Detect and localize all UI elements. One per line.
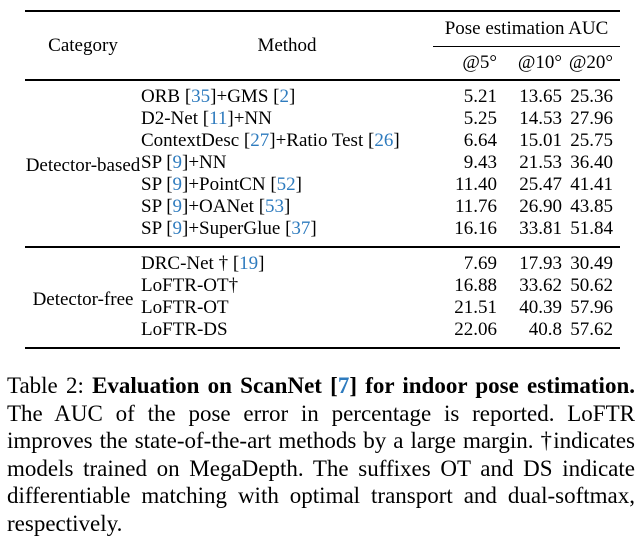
value-cell: 26.90	[519, 196, 562, 217]
value-cell: 16.16	[454, 218, 497, 239]
header-row-top: Category Method Pose estimation AUC	[25, 11, 621, 56]
table-row: LoFTR-OT 21.51 40.39 57.96	[25, 297, 620, 319]
value-cell: 21.53	[519, 152, 562, 173]
table-row: LoFTR-OT† 16.88 33.62 50.62	[25, 275, 620, 297]
value-cell: 15.01	[519, 130, 562, 151]
method-cell: DRC-Net † [19]	[141, 253, 265, 274]
method-cell: ORB [35]+GMS [2]	[141, 86, 296, 107]
method-cell: LoFTR-DS	[141, 319, 228, 340]
value-cell: 25.75	[570, 130, 614, 151]
citation-link[interactable]: 27	[250, 130, 270, 151]
table-row: ContextDesc [27]+Ratio Test [26] 6.64 15.0…	[25, 130, 620, 152]
table-row: SP [9]+OANet [53] 11.76 26.90 43.85	[25, 196, 620, 218]
citation-link[interactable]: 35	[191, 86, 211, 107]
col-header-category: Category	[48, 34, 118, 56]
table-row: SP [9]+NN 9.43 21.53 36.40	[25, 152, 620, 174]
value-cell: 57.62	[570, 319, 614, 340]
citation-link[interactable]: 9	[172, 196, 183, 217]
col-header-auc-10deg: @10°	[517, 52, 562, 73]
value-cell: 9.43	[463, 152, 497, 173]
table-row: Detector-based ORB [35]+GMS [2] 5.21 13.65 2…	[25, 80, 620, 176]
col-header-auc-20deg: @20°	[568, 52, 614, 73]
value-cell: 33.81	[519, 218, 562, 239]
table-group: Detector-free DRC-Net † [19] 7.69 17.93 30.4…	[25, 247, 621, 348]
citation-link[interactable]: 37	[291, 218, 311, 239]
table-caption: Table 2: Evaluation on ScanNet [7] for i…	[7, 372, 635, 537]
value-cell: 40.8	[528, 319, 562, 340]
value-cell: 33.62	[519, 275, 562, 296]
table-row: Detector-free DRC-Net † [19] 7.69 17.93 30.4…	[25, 247, 620, 310]
table-row: LoFTR-DS 22.06 40.8 57.62	[25, 319, 620, 348]
value-cell: 30.49	[570, 253, 614, 274]
citation-link[interactable]: 2	[279, 86, 289, 107]
value-cell: 21.51	[454, 297, 497, 318]
table-row: SP [9]+SuperGlue [37] 16.16 33.81 51.84	[25, 218, 620, 247]
citation-link[interactable]: 7	[337, 373, 350, 398]
col-header-pose-estimation-auc: Pose estimation AUC	[433, 11, 621, 47]
col-header-auc-5deg: @5°	[462, 52, 497, 73]
results-table: Category Method Pose estimation AUC @5° …	[25, 10, 621, 349]
category-cell: Detector-based	[25, 155, 141, 176]
citation-link[interactable]: 11	[209, 108, 228, 129]
value-cell: 25.36	[570, 86, 614, 107]
citation-link[interactable]: 19	[239, 253, 259, 274]
col-header-method: Method	[257, 34, 317, 56]
value-cell: 41.41	[570, 174, 614, 195]
value-cell: 6.64	[463, 130, 497, 151]
value-cell: 13.65	[519, 86, 562, 107]
method-cell: D2-Net [11]+NN	[141, 108, 272, 129]
caption-text: ] for indoor pose estimation.	[349, 373, 635, 398]
caption-text: Evaluation on ScanNet [	[92, 373, 338, 398]
citation-link[interactable]: 26	[374, 130, 394, 151]
value-cell: 40.39	[519, 297, 562, 318]
value-cell: 5.25	[463, 108, 497, 129]
value-cell: 36.40	[570, 152, 614, 173]
table-group: Detector-based ORB [35]+GMS [2] 5.21 13.65 2…	[25, 80, 620, 247]
value-cell: 27.96	[570, 108, 614, 129]
method-cell: SP [9]+NN	[141, 152, 227, 173]
category-cell: Detector-free	[32, 289, 134, 310]
table-header: Category Method Pose estimation AUC @5° …	[25, 11, 621, 81]
caption-text: Table 2:	[7, 373, 93, 398]
method-cell: ContextDesc [27]+Ratio Test [26]	[141, 130, 400, 151]
citation-link[interactable]: 53	[265, 196, 285, 217]
citation-link[interactable]: 9	[172, 218, 183, 239]
caption-text: The AUC of the pose error in percentage …	[7, 400, 635, 536]
value-cell: 5.21	[463, 86, 497, 107]
method-cell: SP [9]+PointCN [52]	[141, 174, 302, 195]
citation-link[interactable]: 9	[172, 174, 183, 195]
value-cell: 43.85	[570, 196, 614, 217]
value-cell: 51.84	[570, 218, 614, 239]
value-cell: 11.76	[454, 196, 497, 217]
citation-link[interactable]: 52	[276, 174, 296, 195]
citation-link[interactable]: 9	[172, 152, 183, 173]
value-cell: 7.69	[463, 253, 497, 274]
value-cell: 25.47	[519, 174, 562, 195]
value-cell: 57.96	[570, 297, 614, 318]
value-cell: 50.62	[570, 275, 614, 296]
method-cell: SP [9]+SuperGlue [37]	[141, 218, 317, 239]
value-cell: 11.40	[454, 174, 497, 195]
value-cell: 14.53	[519, 108, 562, 129]
method-cell: LoFTR-OT	[141, 297, 229, 318]
method-cell: SP [9]+OANet [53]	[141, 196, 291, 217]
value-cell: 16.88	[454, 275, 497, 296]
table-row: D2-Net [11]+NN 5.25 14.53 27.96	[25, 108, 620, 130]
header-row-thresholds: @5° @10° @20°	[25, 47, 620, 81]
method-cell: LoFTR-OT†	[141, 275, 239, 296]
table-row: SP [9]+PointCN [52] 11.40 25.47 41.41	[25, 174, 620, 196]
value-cell: 17.93	[519, 253, 562, 274]
value-cell: 22.06	[454, 319, 497, 340]
